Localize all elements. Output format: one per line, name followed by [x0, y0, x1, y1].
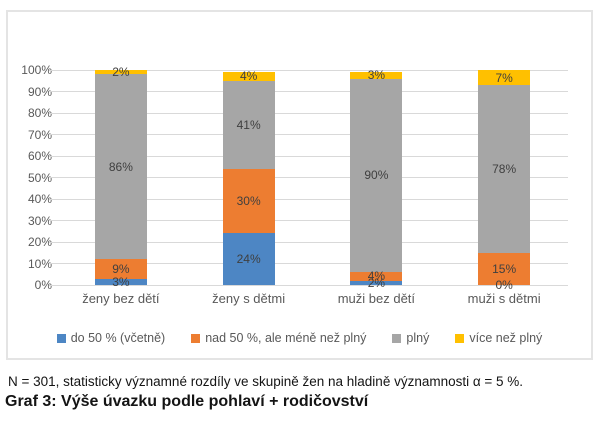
y-tick-label: 100%	[21, 63, 52, 77]
y-tick-label: 50%	[27, 170, 52, 185]
bar-segment	[94, 74, 147, 260]
data-label: 3%	[367, 68, 386, 83]
bar-segment	[350, 280, 403, 285]
data-label: 3%	[112, 274, 130, 289]
data-label: 86%	[108, 159, 133, 174]
bar-segment	[222, 168, 275, 234]
legend-swatch	[392, 333, 402, 343]
legend-item: více než plný	[455, 331, 542, 345]
legend-swatch	[56, 333, 66, 343]
data-label: 30%	[236, 194, 261, 209]
gridline	[49, 220, 568, 221]
bar-segment	[350, 272, 403, 281]
y-tick-label: 40%	[27, 192, 52, 206]
bar-segment	[94, 278, 147, 285]
gridline	[49, 69, 568, 71]
gridline	[49, 134, 568, 135]
data-label: 15%	[492, 261, 517, 276]
y-tick-label: 80%	[27, 106, 52, 120]
data-label: 0%	[495, 278, 513, 292]
data-label: 4%	[239, 69, 258, 84]
gridline	[49, 263, 568, 264]
gridline	[49, 241, 568, 243]
y-tick-label: 70%	[27, 127, 52, 142]
legend-label: plný	[406, 331, 430, 345]
chart: 0% 10% 20% 30% 40% 50% 60% 70% 80% 90% 100% 3% 9% 86…	[6, 10, 593, 360]
gridline	[49, 112, 568, 114]
data-label: 7%	[495, 70, 513, 85]
data-label: 2%	[367, 275, 386, 290]
bar-segment	[222, 233, 275, 285]
x-category-label: muži s dětmi	[467, 291, 541, 306]
data-label: 90%	[364, 168, 389, 183]
bar-segment	[94, 70, 147, 75]
legend-item: do 50 % (včetně)	[56, 331, 166, 345]
bar-segment	[478, 85, 531, 253]
bar-segment	[478, 70, 531, 86]
bar-segment	[222, 80, 275, 169]
gridline	[49, 198, 568, 200]
gridline	[49, 155, 568, 157]
y-tick-label: 90%	[27, 84, 52, 99]
y-tick-label: 10%	[27, 256, 52, 271]
gridline	[49, 91, 568, 92]
legend-label: nad 50 %, ale méně než plný	[205, 331, 367, 345]
legend: do 50 % (včetně) nad 50 %, ale méně než p…	[8, 331, 591, 345]
legend-swatch	[455, 333, 465, 343]
legend-item: plný	[392, 331, 429, 345]
legend-item: nad 50 %, ale méně než plný	[191, 331, 366, 345]
bar-segment	[350, 78, 403, 273]
legend-swatch	[191, 333, 201, 343]
data-label: 9%	[112, 261, 130, 276]
bar-segment	[350, 72, 403, 79]
data-label: 2%	[112, 65, 130, 80]
y-tick-label: 0%	[34, 278, 52, 292]
y-tick-label: 30%	[27, 213, 52, 228]
data-label: 41%	[236, 117, 261, 132]
x-category-label: ženy s dětmi	[212, 291, 286, 306]
data-label: 24%	[236, 252, 261, 267]
y-tick-label: 20%	[27, 235, 52, 249]
bar-segment	[222, 72, 275, 81]
legend-label: do 50 % (včetně)	[70, 331, 166, 345]
y-tick-label: 60%	[27, 149, 52, 163]
x-category-label: ženy bez dětí	[82, 291, 160, 306]
data-label: 78%	[492, 161, 517, 176]
data-label: 4%	[367, 269, 386, 284]
bar-segment	[478, 252, 531, 285]
stats-note: N = 301, statisticky významné rozdíly ve…	[8, 374, 524, 389]
plot-area: 3% 9% 86% 2% 24% 30% 41% 4% 2% 4% 90% 3% 0% 15% 78% 7%	[49, 65, 568, 292]
legend-label: více než plný	[469, 331, 543, 345]
x-category-label: muži bez dětí	[337, 291, 416, 306]
gridline	[49, 284, 568, 286]
figure-title: Graf 3: Výše úvazku podle pohlaví + rodi…	[5, 393, 369, 410]
bar-segment	[94, 259, 147, 279]
gridline	[49, 177, 568, 178]
